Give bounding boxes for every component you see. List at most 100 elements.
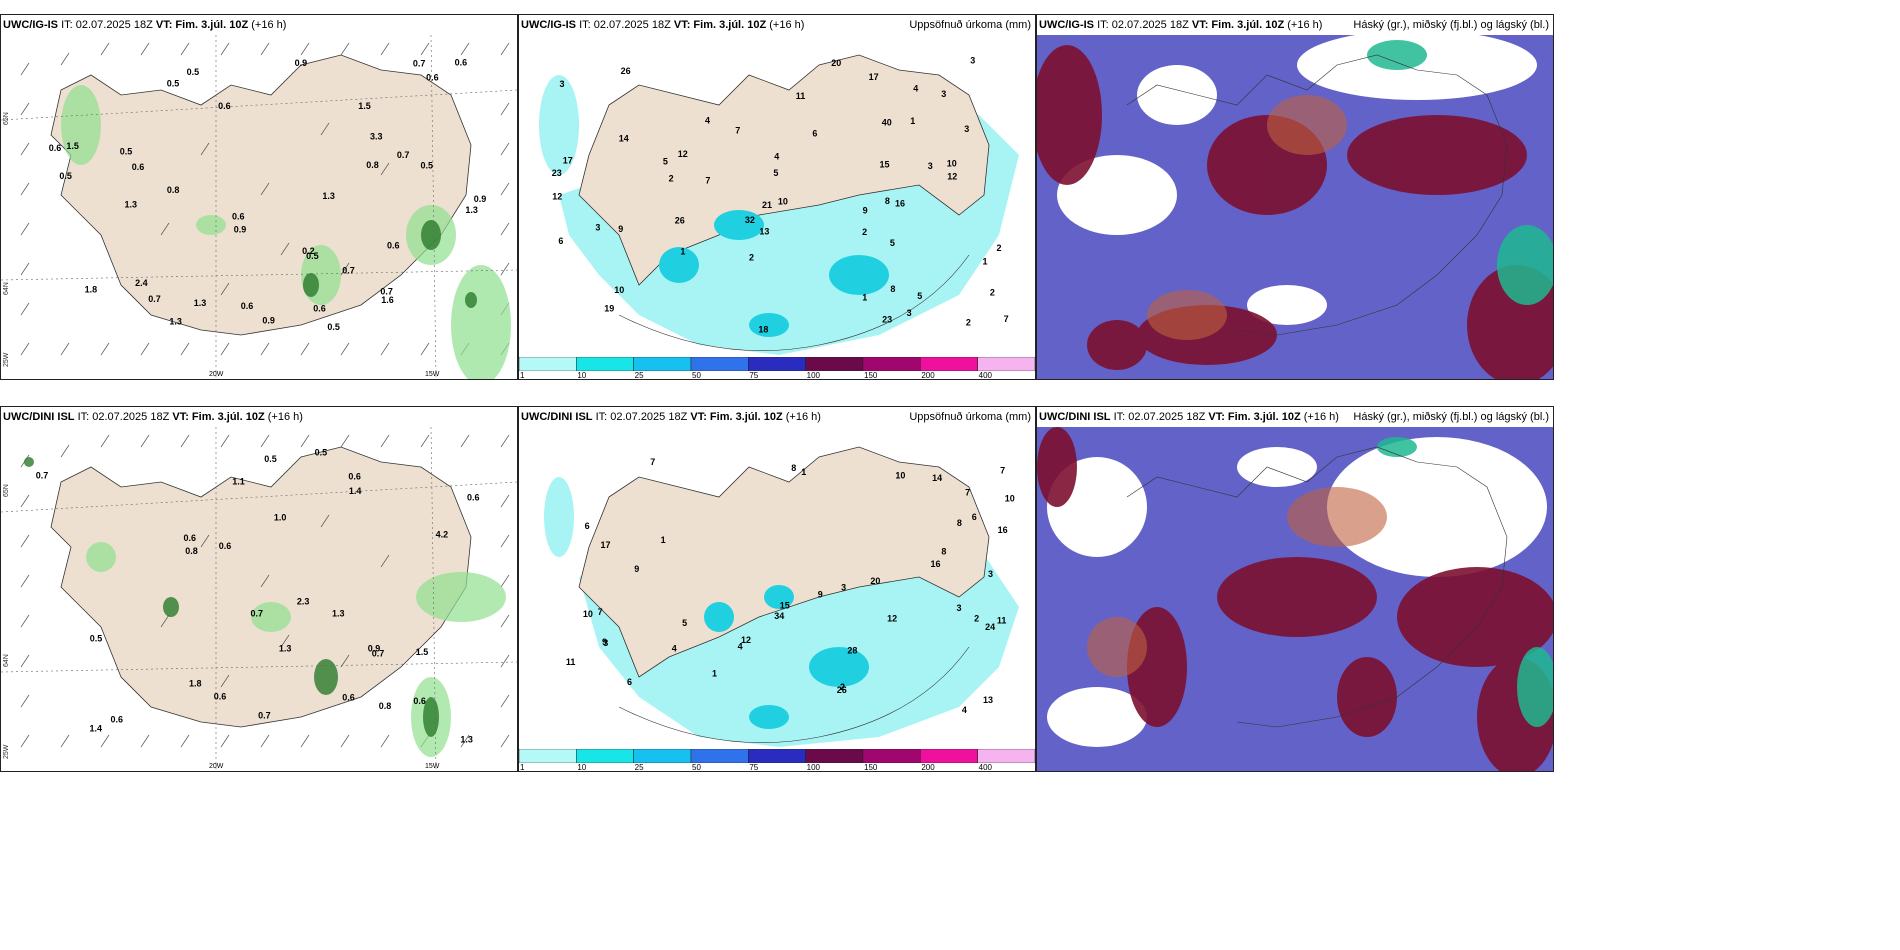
map-value-label: 0.7 bbox=[380, 287, 393, 297]
map-value-label: 0.7 bbox=[342, 265, 355, 275]
map-value-label: 10 bbox=[583, 609, 593, 619]
map-value-label: 0.6 bbox=[214, 692, 227, 702]
map-value-label: 3 bbox=[970, 56, 975, 66]
map-value-label: 0.6 bbox=[455, 58, 468, 68]
map-value-label: 3.3 bbox=[370, 132, 383, 142]
wind-map bbox=[1, 35, 517, 379]
map-value-label: 16 bbox=[895, 198, 905, 208]
map-value-label: 1.1 bbox=[232, 476, 245, 486]
precip-title: Uppsöfnuð úrkoma (mm) bbox=[909, 411, 1031, 423]
map-value-label: 0.7 bbox=[372, 649, 385, 659]
panel-header: UWC/IG-IS IT: 02.07.2025 18Z VT: Fim. 3.… bbox=[521, 19, 805, 31]
map-value-label: 3 bbox=[603, 638, 608, 648]
map-value-label: 2 bbox=[862, 227, 867, 237]
cloud-high bbox=[1037, 427, 1553, 771]
colorbar-tick-label: 1 bbox=[520, 371, 525, 380]
precip-green bbox=[61, 85, 511, 379]
coast-outline bbox=[1126, 54, 1508, 336]
map-value-label: 7 bbox=[598, 607, 603, 617]
map-value-label: 0.7 bbox=[397, 150, 410, 160]
map-value-label: 2 bbox=[966, 318, 971, 328]
map-value-label: 1.8 bbox=[189, 679, 202, 689]
map-value-label: 4 bbox=[705, 115, 710, 125]
map-value-label: 0.6 bbox=[348, 472, 361, 482]
colorbar-tick-label: 75 bbox=[749, 763, 759, 772]
colorbar: 1 10 25 50 75 100 150 200 400 bbox=[519, 356, 1035, 380]
lon-label-15w: 15W bbox=[425, 763, 440, 770]
coast-line bbox=[618, 254, 970, 351]
map-value-label: 5 bbox=[682, 618, 687, 628]
map-value-label: 7 bbox=[705, 176, 710, 186]
colorbar-segment bbox=[748, 748, 806, 764]
wind-map bbox=[1, 427, 517, 771]
colorbar-tick-label: 100 bbox=[806, 371, 821, 380]
panel-header: UWC/DINI ISL IT: 02.07.2025 18Z VT: Fim.… bbox=[3, 411, 303, 423]
map-value-label: 26 bbox=[837, 685, 847, 695]
map-value-label: 0.7 bbox=[36, 470, 49, 480]
colorbar-tick-label: 400 bbox=[978, 763, 993, 772]
map-value-label: 7 bbox=[735, 126, 740, 136]
wind-number-layer: 1.4 1.5 2.3 1.3 1.1 0.5 0.6 0.6 0.8 1.8 1.3 0.8 0.6 0… bbox=[36, 448, 480, 745]
map-value-label: 7 bbox=[965, 487, 970, 497]
map-value-label: 10 bbox=[895, 471, 905, 481]
map-value-label: 1 bbox=[661, 535, 666, 545]
map-value-label: 0.6 bbox=[241, 301, 254, 311]
coast-line bbox=[618, 646, 970, 743]
cloud-high-light bbox=[1087, 487, 1387, 677]
map-value-label: 1.6 bbox=[381, 295, 394, 305]
map-value-label: 3 bbox=[988, 569, 993, 579]
colorbar-tick-label: 1 bbox=[520, 763, 525, 772]
precip-panel-row1: UWC/IG-IS IT: 02.07.2025 18Z VT: Fim. 3.… bbox=[518, 14, 1036, 380]
map-value-label: 0.9 bbox=[474, 194, 487, 204]
colorbar-segment bbox=[920, 748, 978, 764]
colorbar-segment bbox=[805, 748, 864, 764]
map-value-label: 0.6 bbox=[413, 696, 426, 706]
colorbar-segment bbox=[977, 356, 1035, 372]
precip-map bbox=[519, 35, 1035, 357]
map-value-label: 2 bbox=[669, 173, 674, 183]
panel-header: UWC/IG-IS IT: 02.07.2025 18Z VT: Fim. 3.… bbox=[1039, 19, 1323, 31]
panel-header: UWC/IG-IS IT: 02.07.2025 18Z VT: Fim. 3.… bbox=[3, 19, 287, 31]
map-value-label: 12 bbox=[552, 192, 562, 202]
map-value-label: 20 bbox=[870, 576, 880, 586]
map-value-label: 0.5 bbox=[306, 251, 319, 261]
map-value-label: 2.3 bbox=[297, 597, 310, 607]
map-value-label: 3 bbox=[841, 582, 846, 592]
map-value-label: 1.3 bbox=[169, 316, 182, 326]
map-value-label: 1 bbox=[983, 257, 988, 267]
map-value-label: 3 bbox=[928, 161, 933, 171]
map-value-label: 0.5 bbox=[90, 634, 103, 644]
map-value-label: 13 bbox=[759, 227, 769, 237]
map-value-label: 0.7 bbox=[258, 710, 271, 720]
map-value-label: 0.8 bbox=[167, 185, 180, 195]
map-value-label: 0.8 bbox=[379, 701, 392, 711]
map-value-label: 0.6 bbox=[219, 541, 232, 551]
cloud-title: Háský (gr.), miðský (fj.bl.) og lágský (… bbox=[1353, 19, 1549, 31]
map-value-label: 0.6 bbox=[426, 73, 439, 83]
cloud-map bbox=[1037, 35, 1553, 379]
map-value-label: 17 bbox=[563, 156, 573, 166]
colorbar-segment bbox=[920, 356, 978, 372]
map-value-label: 10 bbox=[1005, 494, 1015, 504]
map-value-label: 6 bbox=[558, 236, 563, 246]
map-value-label: 9 bbox=[634, 564, 639, 574]
map-value-label: 6 bbox=[585, 521, 590, 531]
map-value-label: 0.9 bbox=[295, 58, 308, 68]
map-value-label: 0.6 bbox=[387, 241, 400, 251]
map-value-label: 1 bbox=[712, 668, 717, 678]
map-value-label: 26 bbox=[621, 66, 631, 76]
lon-label-15w: 15W bbox=[425, 371, 440, 378]
map-value-label: 0.5 bbox=[59, 171, 72, 181]
map-value-label: 3 bbox=[964, 124, 969, 134]
map-value-label: 0.6 bbox=[232, 211, 245, 221]
colorbar-segment bbox=[805, 356, 864, 372]
map-value-label: 0.2 bbox=[302, 246, 315, 256]
map-value-label: 0.7 bbox=[413, 59, 426, 69]
map-value-label: 0.6 bbox=[342, 693, 355, 703]
map-value-label: 4 bbox=[962, 705, 967, 715]
map-value-label: 14 bbox=[932, 473, 942, 483]
map-value-label: 21 bbox=[762, 200, 772, 210]
cloud-panel-row2: UWC/DINI ISL IT: 02.07.2025 18Z VT: Fim.… bbox=[1036, 406, 1554, 772]
